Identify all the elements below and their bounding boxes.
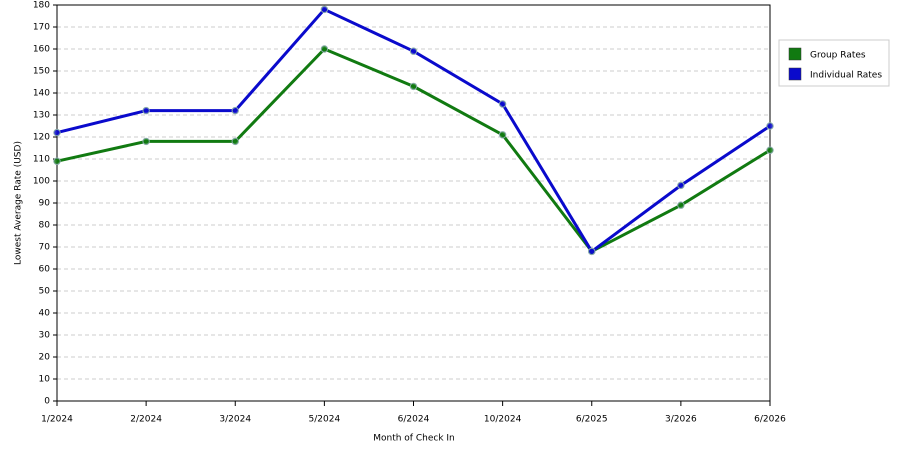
data-point (766, 122, 774, 130)
y-tick-label: 180 (33, 1, 50, 11)
x-tick-label: 6/2026 (754, 415, 786, 425)
legend-label: Group Rates (810, 51, 866, 61)
data-point (320, 5, 329, 14)
y-axis-label: Lowest Average Rate (USD) (14, 141, 24, 265)
data-point (231, 137, 239, 146)
data-point (409, 82, 418, 91)
y-tick-label: 30 (39, 331, 51, 341)
x-tick-label: 6/2024 (398, 415, 430, 425)
data-point (588, 247, 596, 256)
data-point (498, 131, 507, 139)
data-point (677, 181, 685, 190)
x-tick-label: 5/2024 (309, 415, 341, 425)
y-tick-label: 100 (33, 177, 50, 187)
data-point (409, 47, 418, 55)
y-tick-label: 70 (39, 243, 51, 253)
y-tick-label: 50 (39, 287, 51, 297)
y-tick-label: 10 (39, 375, 51, 385)
y-tick-label: 40 (39, 309, 51, 319)
y-tick-label: 0 (44, 397, 50, 407)
y-tick-label: 150 (33, 67, 50, 77)
y-tick-label: 170 (33, 23, 50, 33)
data-point (677, 201, 685, 209)
legend-swatch (788, 67, 802, 81)
x-tick-label: 10/2024 (484, 415, 522, 425)
legend-swatch (788, 47, 802, 61)
data-point (231, 106, 239, 115)
data-point (142, 137, 150, 146)
data-point (53, 128, 61, 137)
x-tick-label: 1/2024 (41, 415, 73, 425)
y-tick-label: 140 (33, 89, 50, 99)
x-tick-label: 2/2024 (130, 415, 162, 425)
legend-box (778, 39, 890, 87)
data-point (320, 45, 329, 53)
y-tick-label: 90 (39, 199, 51, 209)
x-axis-label: Month of Check In (373, 434, 455, 444)
x-tick-label: 3/2026 (665, 415, 697, 425)
series-line (56, 47, 771, 254)
data-point (142, 106, 150, 115)
x-tick-label: 6/2025 (576, 415, 608, 425)
legend-label: Individual Rates (810, 71, 882, 81)
y-tick-label: 120 (33, 133, 50, 143)
y-tick-label: 60 (39, 265, 51, 275)
y-tick-label: 80 (39, 221, 51, 231)
x-tick-label: 3/2024 (219, 415, 251, 425)
y-tick-label: 20 (39, 353, 51, 363)
y-tick-label: 130 (33, 111, 50, 121)
y-tick-label: 110 (33, 155, 50, 165)
data-point (498, 100, 507, 108)
data-point (53, 157, 61, 165)
data-point (766, 146, 774, 154)
y-tick-label: 160 (33, 45, 50, 55)
